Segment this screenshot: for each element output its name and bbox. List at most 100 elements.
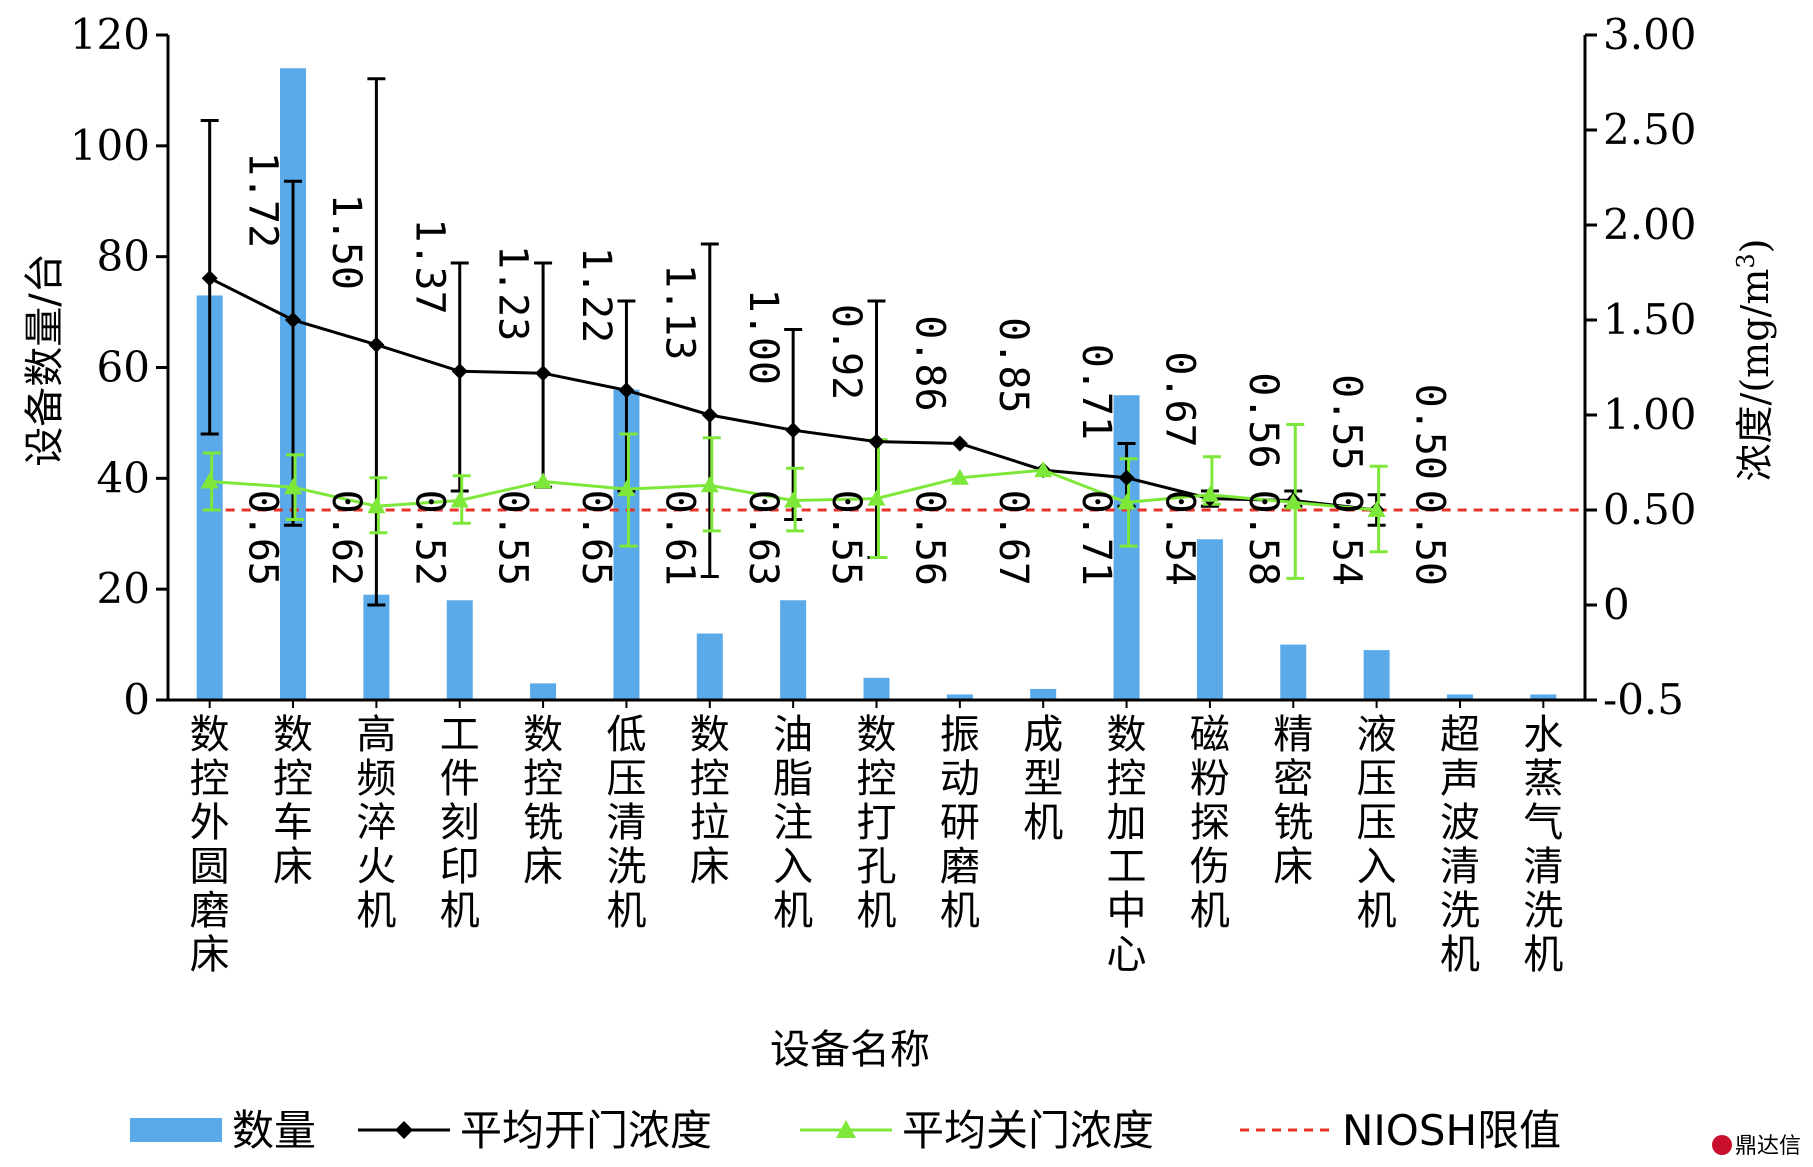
category-label: 振动研磨机	[940, 712, 980, 934]
close-marker	[284, 478, 303, 495]
open-marker	[701, 407, 718, 423]
close-marker	[784, 491, 803, 508]
open-value-label: 0.86	[907, 315, 953, 411]
y-axis-right-title-close: )	[1733, 239, 1777, 254]
legend-label-bar: 数量	[232, 1106, 316, 1155]
open-value-label: 0.71	[1073, 344, 1119, 440]
open-value-label: 0.92	[823, 304, 869, 400]
legend-label-close: 平均关门浓度	[902, 1106, 1154, 1155]
close-marker	[1117, 493, 1136, 510]
open-value-label: 1.22	[573, 247, 619, 343]
y-tick-label-left: 80	[97, 232, 150, 281]
open-marker	[368, 336, 385, 353]
close-marker	[1284, 493, 1303, 510]
category-label: 工件刻印机	[440, 712, 480, 934]
close-marker	[617, 480, 636, 497]
y-tick-label-right: 2.00	[1603, 200, 1697, 249]
open-value-label: 1.50	[323, 194, 369, 290]
close-marker	[867, 489, 886, 506]
category-label: 成型机	[1023, 712, 1063, 846]
legend-label-open: 平均开门浓度	[460, 1106, 712, 1155]
bar	[1280, 644, 1307, 700]
open-marker	[201, 270, 218, 287]
bar	[363, 594, 390, 700]
open-value-label: 1.13	[656, 264, 702, 360]
category-label: 数控拉床	[690, 712, 730, 890]
close-marker	[950, 468, 969, 485]
close-value-label: 0.55	[490, 490, 536, 586]
bar	[946, 694, 973, 700]
category-label: 数控铣床	[523, 712, 563, 890]
category-label: 高频淬火机	[356, 712, 396, 934]
y-tick-label-left: 0	[123, 675, 150, 724]
category-label: 油脂注入机	[773, 712, 813, 934]
y-tick-label-right: 0.50	[1603, 485, 1697, 534]
open-value-label: 0.50	[1407, 384, 1453, 480]
close-marker	[700, 476, 719, 493]
y-axis-right-title-main: 浓度/(mg/m	[1733, 269, 1777, 482]
bar	[1030, 688, 1057, 700]
y-tick-label-right: 1.00	[1603, 390, 1697, 439]
bar	[696, 633, 723, 700]
y-tick-label-left: 20	[97, 564, 150, 613]
open-value-label: 0.56	[1240, 372, 1286, 468]
open-marker	[451, 363, 468, 380]
category-label: 数控加工中心	[1107, 712, 1147, 978]
axes: 0 20 40 60 80 100 120 -0.5 0 0.50 1.00 1.50 2.00 2.50…	[70, 10, 1697, 724]
close-value-label: 0.62	[323, 490, 369, 586]
open-marker	[868, 433, 885, 450]
watermark-text: 鼎达信	[1735, 1134, 1801, 1159]
close-marker	[200, 472, 219, 489]
y-tick-label-right: -0.5	[1603, 675, 1684, 724]
close-value-label: 0.58	[1240, 490, 1286, 586]
y-tick-label-right: 0	[1603, 580, 1630, 629]
legend: 数量 平均开门浓度 平均关门浓度 NIOSH限值	[130, 1106, 1561, 1155]
legend-swatch-bar	[130, 1118, 222, 1142]
y-tick-label-left: 40	[97, 453, 150, 502]
y-tick-label-left: 100	[70, 121, 150, 170]
category-label: 数控车床	[273, 712, 313, 890]
open-value-label: 1.23	[490, 245, 536, 341]
close-value-label: 0.56	[907, 490, 953, 586]
close-value-label: 0.67	[990, 490, 1036, 586]
close-marker	[1367, 501, 1386, 517]
close-value-label: 0.55	[823, 490, 869, 586]
bar	[863, 677, 890, 700]
y-tick-label-right: 3.00	[1603, 10, 1697, 59]
close-marker	[450, 491, 469, 508]
open-value-label: 0.85	[990, 317, 1036, 413]
legend-marker-close	[836, 1120, 856, 1138]
open-marker	[951, 435, 968, 452]
bar	[780, 600, 807, 700]
y-axis-left-title: 设备数量/台	[22, 253, 68, 466]
bar	[530, 683, 557, 700]
close-value-label: 0.54	[1157, 490, 1203, 586]
legend-marker-open	[395, 1121, 413, 1139]
category-label: 液压压入机	[1357, 712, 1397, 934]
close-value-label: 0.61	[656, 490, 702, 586]
y-tick-label-left: 120	[70, 10, 150, 59]
close-marker	[367, 497, 386, 514]
open-value-label: 0.55	[1323, 374, 1369, 470]
close-value-label: 0.54	[1323, 490, 1369, 586]
open-marker	[785, 422, 802, 439]
close-marker	[1034, 461, 1053, 478]
open-value-label: 1.37	[406, 218, 452, 314]
bar	[446, 600, 473, 700]
category-label: 数控外圆磨床	[190, 712, 230, 978]
category-label: 数控打孔机	[857, 712, 897, 934]
category-label: 低压清洗机	[606, 712, 646, 934]
bar	[1363, 650, 1390, 700]
y-tick-label-left: 60	[97, 343, 150, 392]
close-value-label: 0.50	[1407, 490, 1453, 586]
open-value-label: 0.67	[1157, 351, 1203, 447]
open-marker	[285, 312, 302, 328]
open-value-label: 1.72	[240, 152, 286, 248]
close-value-label: 0.71	[1073, 490, 1119, 586]
x-axis-title: 设备名称	[770, 1027, 930, 1073]
y-tick-label-right: 1.50	[1603, 295, 1697, 344]
close-line-series	[200, 461, 1386, 517]
close-marker	[1200, 485, 1219, 502]
close-value-label: 0.65	[240, 490, 286, 586]
